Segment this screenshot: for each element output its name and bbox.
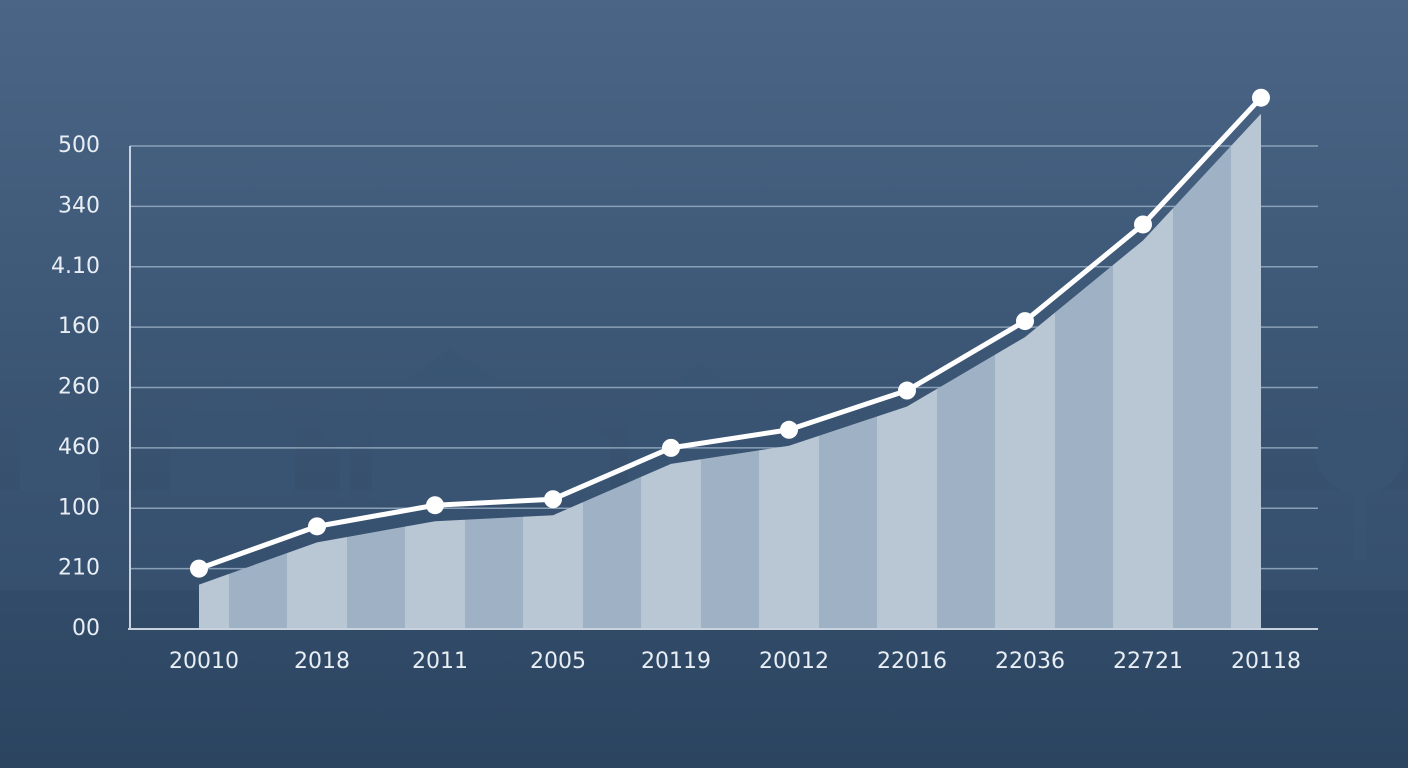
point: [898, 381, 916, 400]
y-tick-label: 210: [58, 556, 100, 581]
x-tick-label: 20118: [1231, 649, 1301, 674]
x-tick-label: 22721: [1113, 649, 1183, 674]
y-tick-label: 00: [72, 616, 100, 641]
y-tick-label: 160: [58, 314, 100, 339]
point: [190, 559, 208, 578]
x-tick-label: 20010: [169, 649, 239, 674]
y-tick-label: 260: [58, 375, 100, 400]
point: [544, 490, 562, 509]
point: [308, 517, 326, 536]
area-stripe: [1231, 113, 1261, 629]
x-tick-label: 22016: [877, 649, 947, 674]
point: [1016, 312, 1034, 331]
x-tick-label: 2018: [294, 649, 350, 674]
point: [780, 420, 798, 439]
y-tick-label: 500: [58, 133, 100, 158]
y-tick-label: 460: [58, 435, 100, 460]
x-tick-label: 20012: [759, 649, 829, 674]
y-tick-label: 340: [58, 193, 100, 218]
line: [198, 95, 1263, 571]
x-tick-label: 20119: [641, 649, 711, 674]
point: [1252, 88, 1270, 107]
point: [1134, 215, 1152, 234]
y-tick-label: 4.10: [51, 254, 100, 279]
x-tick-label: 2005: [530, 649, 586, 674]
point: [662, 438, 680, 457]
x-tick-label: 2011: [412, 649, 468, 674]
point: [426, 496, 444, 515]
x-tick-label: 22036: [995, 649, 1065, 674]
y-tick-label: 100: [58, 495, 100, 520]
area-stripe: [1173, 113, 1231, 629]
